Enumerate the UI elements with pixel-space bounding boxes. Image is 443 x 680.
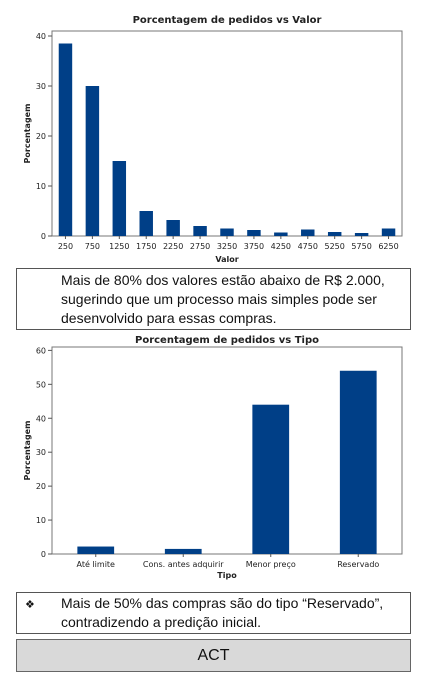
- y-tick-label: 60: [36, 346, 46, 355]
- y-tick-label: 10: [36, 182, 46, 191]
- valor-note-box: Mais de 80% dos valores estão abaixo de …: [16, 268, 411, 330]
- tipo-note-text: Mais de 50% das compras são do tipo “Res…: [61, 595, 384, 630]
- bar-2250: [166, 220, 180, 236]
- x-axis-label: Valor: [215, 255, 238, 264]
- x-tick-label: 2250: [163, 242, 183, 251]
- y-tick-label: 30: [36, 82, 46, 91]
- bar-at-limite: [77, 546, 115, 554]
- x-tick-label: 5750: [351, 242, 371, 251]
- x-tick-label: 1250: [109, 242, 129, 251]
- bar-cons-antes-adquirir: [164, 548, 202, 554]
- tipo-chart: Porcentagem de pedidos vs Tipo 0 10 20 30 40 5…: [0, 330, 443, 590]
- x-tick-label: Até limite: [77, 559, 116, 569]
- bar-250: [58, 43, 73, 236]
- chart-title: Porcentagem de pedidos vs Tipo: [135, 335, 319, 346]
- y-tick-label: 20: [36, 482, 46, 491]
- x-tick-label: 3750: [244, 242, 264, 251]
- y-tick-label: 0: [41, 550, 46, 559]
- bar-4250: [274, 232, 288, 236]
- tipo-chart-svg: Porcentagem de pedidos vs Tipo 0 10 20 30 40 5…: [23, 335, 403, 580]
- x-tick-label: 6250: [378, 242, 398, 251]
- bar-5250: [327, 232, 342, 236]
- bar-1250: [112, 161, 127, 236]
- x-tick-label: 250: [58, 242, 73, 251]
- y-axis-label: Porcentagem: [23, 104, 32, 164]
- bar-3750: [247, 230, 261, 236]
- bar-menor-pre-o: [252, 404, 290, 554]
- y-tick-label: 40: [36, 32, 46, 41]
- x-tick-label: 750: [85, 242, 100, 251]
- act-button[interactable]: ACT: [16, 639, 411, 672]
- chart-title: Porcentagem de pedidos vs Valor: [133, 15, 322, 26]
- diamond-bullet-icon: ❖: [25, 599, 35, 611]
- y-tick-label: 30: [36, 448, 46, 457]
- x-tick-label: 5250: [325, 242, 345, 251]
- x-tick-label: Reservado: [337, 560, 379, 569]
- y-tick-label: 0: [41, 232, 46, 241]
- y-tick-label: 20: [36, 132, 46, 141]
- tipo-note-box: ❖ Mais de 50% das compras são do tipo “R…: [16, 592, 411, 634]
- bar-750: [85, 86, 100, 236]
- bar-2750: [193, 226, 207, 236]
- x-tick-label: 1750: [136, 242, 156, 251]
- bar-5750: [354, 233, 369, 236]
- bar-3250: [220, 228, 234, 236]
- x-tick-label: 4750: [298, 242, 318, 251]
- x-tick-label: Menor preço: [246, 560, 296, 569]
- bar-6250: [381, 228, 396, 236]
- x-tick-label: 4250: [271, 242, 291, 251]
- x-tick-label: 2750: [190, 242, 210, 251]
- bar-1750: [139, 211, 153, 236]
- y-tick-label: 50: [36, 380, 46, 389]
- plot-frame: [51, 346, 403, 555]
- valor-note-text: Mais de 80% dos valores estão abaixo de …: [61, 272, 385, 326]
- x-tick-label: Cons. antes adquirir: [143, 560, 224, 569]
- valor-chart-svg: Porcentagem de pedidos vs Valor 0 10 20 30 40…: [23, 15, 403, 264]
- y-tick-label: 10: [36, 516, 46, 525]
- y-axis-label: Porcentagem: [23, 421, 32, 481]
- x-tick-label: 3250: [217, 242, 237, 251]
- valor-chart: Porcentagem de pedidos vs Valor 0 10 20 30 40…: [0, 0, 443, 270]
- bar-4750: [301, 229, 315, 236]
- y-tick-label: 40: [36, 414, 46, 423]
- x-axis-label: Tipo: [217, 571, 237, 580]
- plot-frame: [51, 30, 403, 237]
- bar-reservado: [339, 370, 377, 554]
